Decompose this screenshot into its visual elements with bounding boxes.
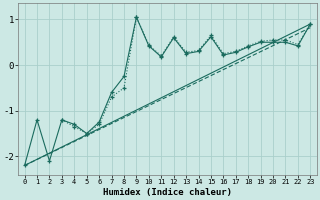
X-axis label: Humidex (Indice chaleur): Humidex (Indice chaleur) [103,188,232,197]
